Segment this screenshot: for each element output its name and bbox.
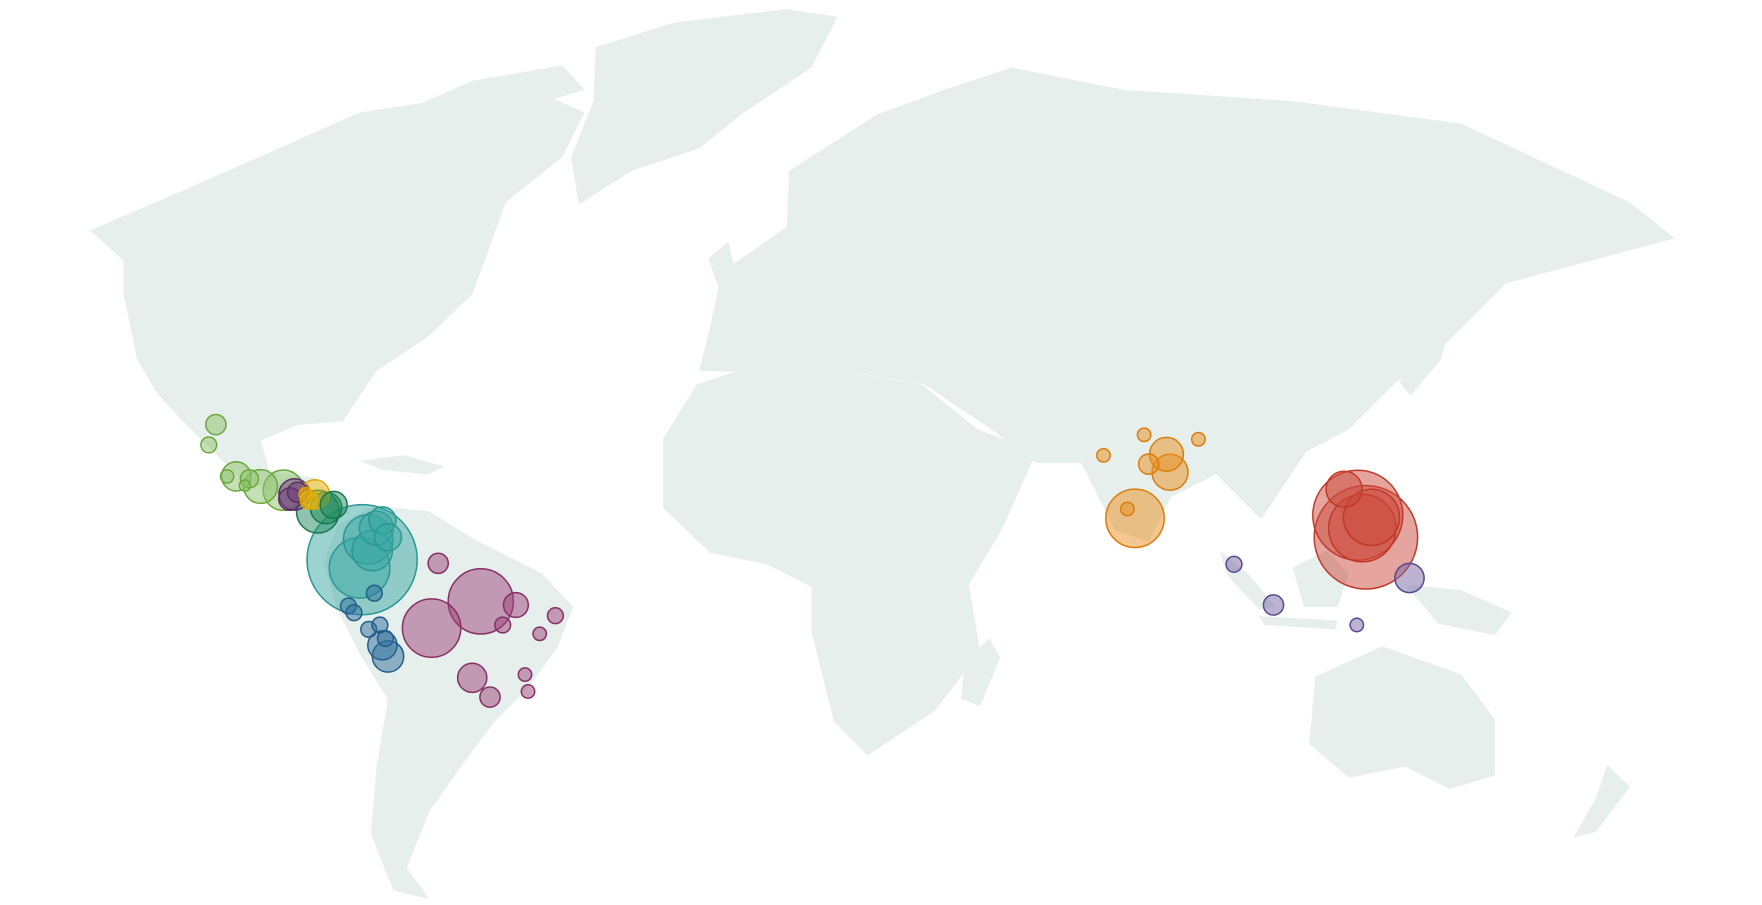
bubble-lavender[interactable] (1225, 555, 1243, 573)
land-layer (89, 8, 1675, 900)
land-new-zealand (1573, 764, 1630, 838)
bubble-mexico[interactable] (200, 436, 218, 454)
bubble-blue[interactable] (345, 604, 363, 622)
bubble-mexico[interactable] (205, 413, 227, 436)
bubble-orange[interactable] (1105, 488, 1165, 549)
bubble-orange[interactable] (1119, 501, 1135, 517)
bubble-lavender[interactable] (1349, 617, 1365, 633)
bubble-blue[interactable] (365, 584, 383, 602)
bubble-magenta[interactable] (532, 626, 548, 642)
land-australia (1309, 646, 1495, 790)
bubble-magenta[interactable] (517, 667, 533, 683)
bubble-layer (200, 413, 1425, 708)
bubble-magenta[interactable] (456, 662, 488, 694)
bubble-mexico[interactable] (238, 479, 252, 492)
bubble-teal[interactable] (373, 523, 403, 552)
land-arctic-islands (370, 65, 585, 130)
bubble-magenta[interactable] (546, 607, 565, 625)
land-north-america (89, 87, 585, 515)
bubble-darkgreen[interactable] (319, 490, 348, 520)
bubble-mexico[interactable] (219, 468, 235, 484)
land-new-guinea (1405, 584, 1512, 636)
bubble-yellow[interactable] (298, 486, 314, 502)
bubble-lavender[interactable] (1394, 562, 1425, 594)
land-caribbean (359, 455, 444, 475)
bubble-magenta[interactable] (494, 616, 512, 634)
land-africa (663, 361, 1037, 756)
bubble-magenta[interactable] (502, 591, 530, 619)
bubble-magenta[interactable] (520, 684, 536, 699)
bubble-magenta[interactable] (427, 552, 450, 575)
bubble-orange[interactable] (1190, 431, 1206, 447)
bubble-orange[interactable] (1136, 427, 1152, 443)
bubble-orange[interactable] (1096, 447, 1111, 463)
bubble-orange[interactable] (1137, 453, 1160, 475)
land-madagascar (961, 638, 1001, 706)
bubble-lavender[interactable] (1262, 594, 1285, 616)
land-java (1258, 615, 1338, 630)
land-uk (708, 241, 737, 290)
bubble-red[interactable] (1325, 470, 1363, 508)
bubble-blue[interactable] (376, 629, 395, 648)
bubble-red[interactable] (1342, 488, 1401, 547)
land-eurasia (699, 67, 1675, 542)
bubble-magenta[interactable] (479, 686, 501, 708)
land-japan (1399, 325, 1450, 396)
bubble-magenta[interactable] (401, 598, 462, 659)
land-greenland (570, 8, 838, 205)
